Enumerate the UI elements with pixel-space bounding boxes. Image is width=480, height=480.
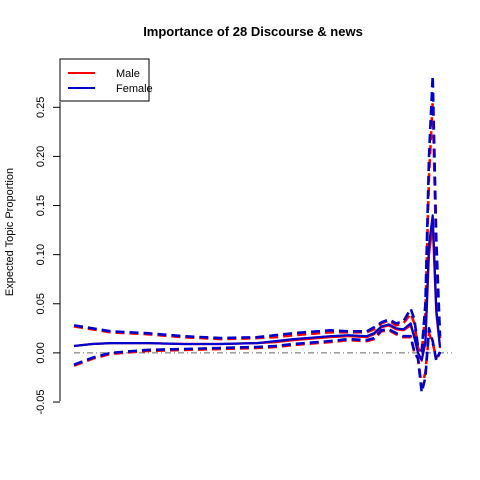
y-axis-label: Expected Topic Proportion (4, 168, 16, 296)
series-male-mean-line (73, 224, 442, 362)
legend: Male Female (59, 58, 153, 102)
series-female-mean-line (73, 214, 442, 361)
y-tick-label: 0.05 (35, 293, 47, 314)
y-tick-label: 0.15 (35, 195, 47, 216)
y-tick-label: 0.00 (35, 342, 47, 363)
chart-title: Importance of 28 Discourse & news (143, 24, 363, 39)
series-female-upper-ci-line (73, 74, 442, 353)
y-tick-label: -0.05 (35, 389, 47, 414)
y-tick-label: 0.10 (35, 244, 47, 265)
series-lines (73, 74, 442, 394)
y-tick-label: 0.20 (35, 146, 47, 167)
y-axis-ticks: -0.05 0.00 0.05 0.10 0.15 0.20 0.25 (35, 97, 60, 415)
legend-box (59, 58, 150, 102)
legend-label-female: Female (116, 83, 153, 95)
legend-label-male: Male (116, 68, 140, 80)
series-male-upper-ci-line (73, 101, 442, 355)
y-tick-label: 0.25 (35, 97, 47, 118)
series-female-lower-ci-line (73, 327, 442, 394)
